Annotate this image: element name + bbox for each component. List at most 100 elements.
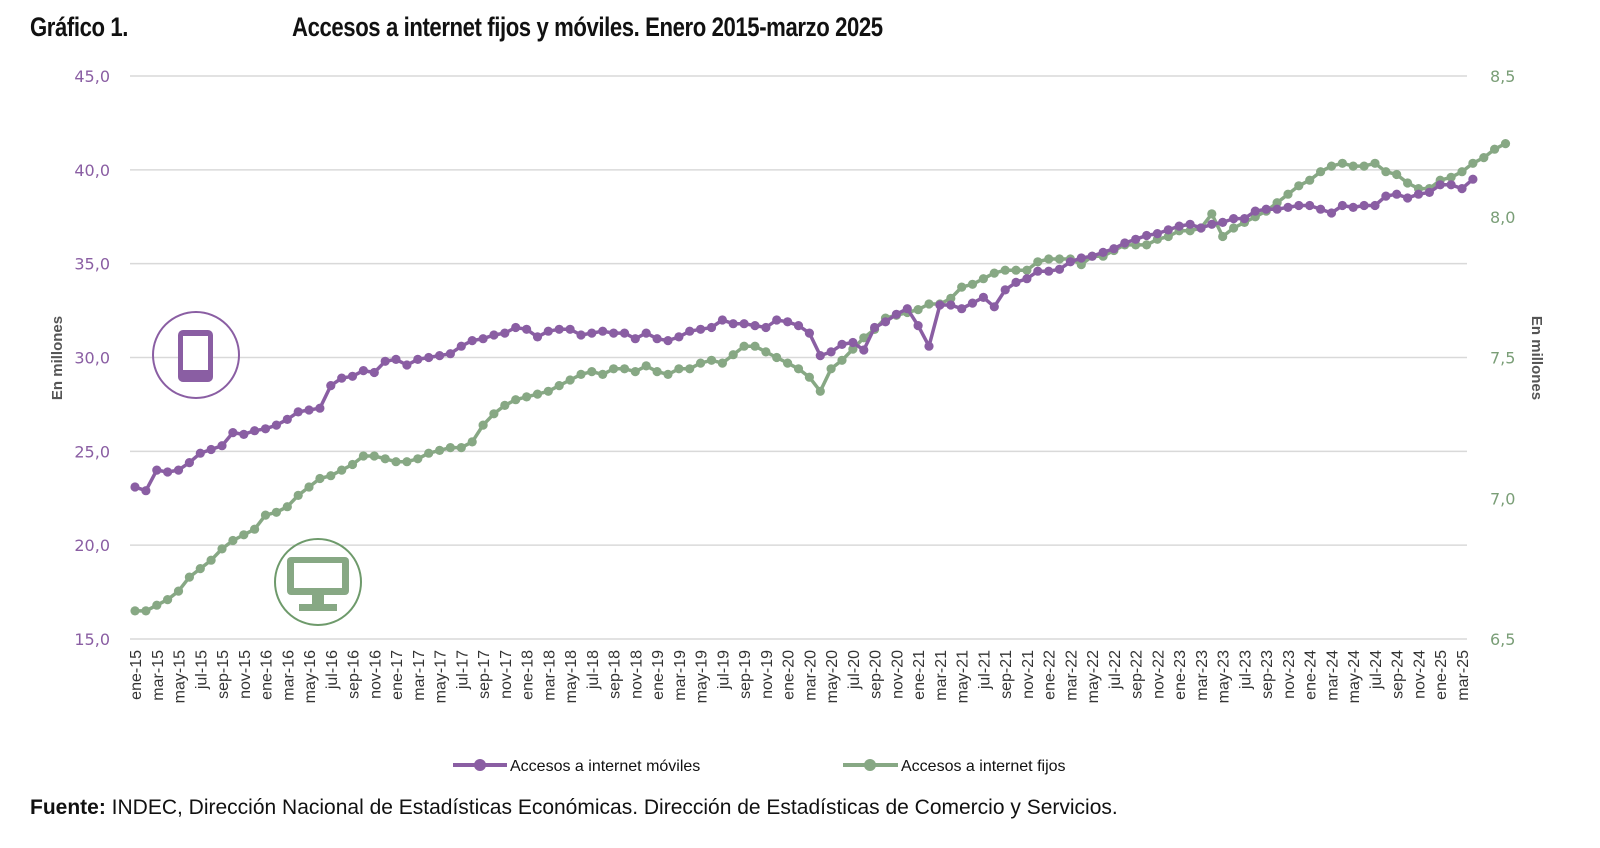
x-tick-label: mar-24 xyxy=(1324,650,1341,701)
point-moviles xyxy=(315,403,325,413)
left-tick-label: 25,0 xyxy=(74,442,110,461)
point-moviles xyxy=(489,330,499,340)
point-fijos xyxy=(674,364,684,374)
x-tick-label: may-22 xyxy=(1085,650,1102,703)
x-tick-label: ene-25 xyxy=(1433,650,1450,700)
point-fijos xyxy=(739,341,749,351)
point-fijos xyxy=(1054,254,1065,264)
point-fijos xyxy=(500,400,510,410)
x-tick-label: jul-16 xyxy=(324,650,341,690)
point-fijos xyxy=(1479,153,1489,163)
right-axis-ticks: 6,5 7,0 7,5 8,0 8,5 xyxy=(1490,67,1515,649)
x-tick-label: sep-18 xyxy=(607,650,624,699)
point-moviles xyxy=(587,328,597,338)
point-moviles xyxy=(1185,219,1195,229)
point-moviles xyxy=(696,324,706,334)
point-fijos xyxy=(467,437,477,447)
point-moviles xyxy=(1457,184,1467,194)
point-moviles xyxy=(1076,253,1086,263)
point-fijos xyxy=(717,358,728,368)
point-fijos xyxy=(543,386,553,396)
point-fijos xyxy=(260,510,271,520)
point-fijos xyxy=(413,454,423,464)
x-tick-label: ene-24 xyxy=(1303,650,1320,700)
point-fijos xyxy=(206,555,216,565)
point-fijos xyxy=(173,586,184,596)
x-tick-label: nov-17 xyxy=(498,650,515,699)
point-moviles xyxy=(369,367,379,378)
point-fijos xyxy=(304,482,314,492)
x-tick-label: may-15 xyxy=(172,650,189,703)
right-tick-label: 8,0 xyxy=(1490,208,1515,227)
point-fijos xyxy=(793,364,804,374)
source-label: Fuente: xyxy=(30,796,106,819)
point-fijos xyxy=(184,572,194,582)
legend: Accesos a internet móviles Accesos a int… xyxy=(453,758,1066,775)
x-tick-label: mar-19 xyxy=(672,650,689,701)
point-fijos xyxy=(1218,231,1228,242)
point-fijos xyxy=(217,544,227,554)
point-fijos xyxy=(522,392,532,402)
point-moviles xyxy=(391,354,401,364)
point-moviles xyxy=(946,300,956,310)
point-moviles xyxy=(783,317,793,327)
point-moviles xyxy=(1044,266,1054,276)
x-tick-label: nov-18 xyxy=(628,650,645,699)
point-fijos xyxy=(1000,265,1010,275)
point-fijos xyxy=(641,361,651,371)
point-fijos xyxy=(1076,260,1086,270)
x-tick-label: mar-23 xyxy=(1194,650,1211,701)
point-fijos xyxy=(761,347,771,357)
point-moviles xyxy=(685,326,695,336)
point-moviles xyxy=(935,300,945,310)
right-tick-label: 7,5 xyxy=(1490,349,1515,368)
point-moviles xyxy=(478,334,488,344)
x-tick-label: sep-16 xyxy=(346,650,363,699)
point-fijos xyxy=(685,364,695,374)
point-fijos xyxy=(924,299,934,309)
point-fijos xyxy=(1229,223,1239,233)
x-tick-label: jul-20 xyxy=(846,650,863,690)
point-moviles xyxy=(554,324,564,334)
point-moviles xyxy=(1316,204,1326,214)
x-tick-label: sep-20 xyxy=(868,650,885,699)
point-moviles xyxy=(1413,189,1424,199)
point-moviles xyxy=(652,334,662,344)
point-moviles xyxy=(326,381,336,391)
x-tick-label: mar-20 xyxy=(802,650,819,701)
point-fijos xyxy=(1500,139,1511,149)
point-fijos xyxy=(228,535,238,546)
x-tick-label: nov-15 xyxy=(237,650,254,699)
point-moviles xyxy=(1305,200,1315,211)
point-fijos xyxy=(815,386,825,396)
point-fijos xyxy=(1392,169,1402,180)
point-moviles xyxy=(967,298,978,308)
series-moviles xyxy=(130,174,1478,496)
point-moviles xyxy=(337,373,347,383)
x-tick-label: may-17 xyxy=(433,650,450,703)
point-fijos xyxy=(804,372,815,382)
figure-number: Gráfico 1. xyxy=(30,12,129,42)
point-fijos xyxy=(1185,226,1195,236)
point-moviles xyxy=(456,341,466,351)
point-moviles xyxy=(402,360,412,370)
x-tick-label: jul-19 xyxy=(715,650,732,690)
point-fijos xyxy=(1337,158,1347,168)
point-fijos xyxy=(1446,172,1456,182)
point-fijos xyxy=(989,268,999,278)
point-fijos xyxy=(837,355,847,365)
point-moviles xyxy=(1120,238,1130,248)
point-moviles xyxy=(260,424,271,434)
x-tick-label: ene-22 xyxy=(1042,650,1059,700)
line-chart: 15,0 20,0 25,0 30,0 35,0 40,0 45,0 6,5 7,0 7,5 8,… xyxy=(49,67,1545,775)
point-fijos xyxy=(663,369,673,379)
point-moviles xyxy=(130,482,140,492)
point-moviles xyxy=(1348,202,1358,212)
point-fijos xyxy=(619,364,630,374)
point-moviles xyxy=(1468,174,1478,184)
x-axis-ticks: ene-15 mar-15 may-15 jul-15 sep-15 nov-15 ene-… xyxy=(128,650,1472,703)
x-tick-label: sep-19 xyxy=(737,650,754,699)
point-moviles xyxy=(1435,180,1445,190)
x-tick-label: nov-19 xyxy=(759,650,776,699)
point-moviles xyxy=(413,354,423,364)
